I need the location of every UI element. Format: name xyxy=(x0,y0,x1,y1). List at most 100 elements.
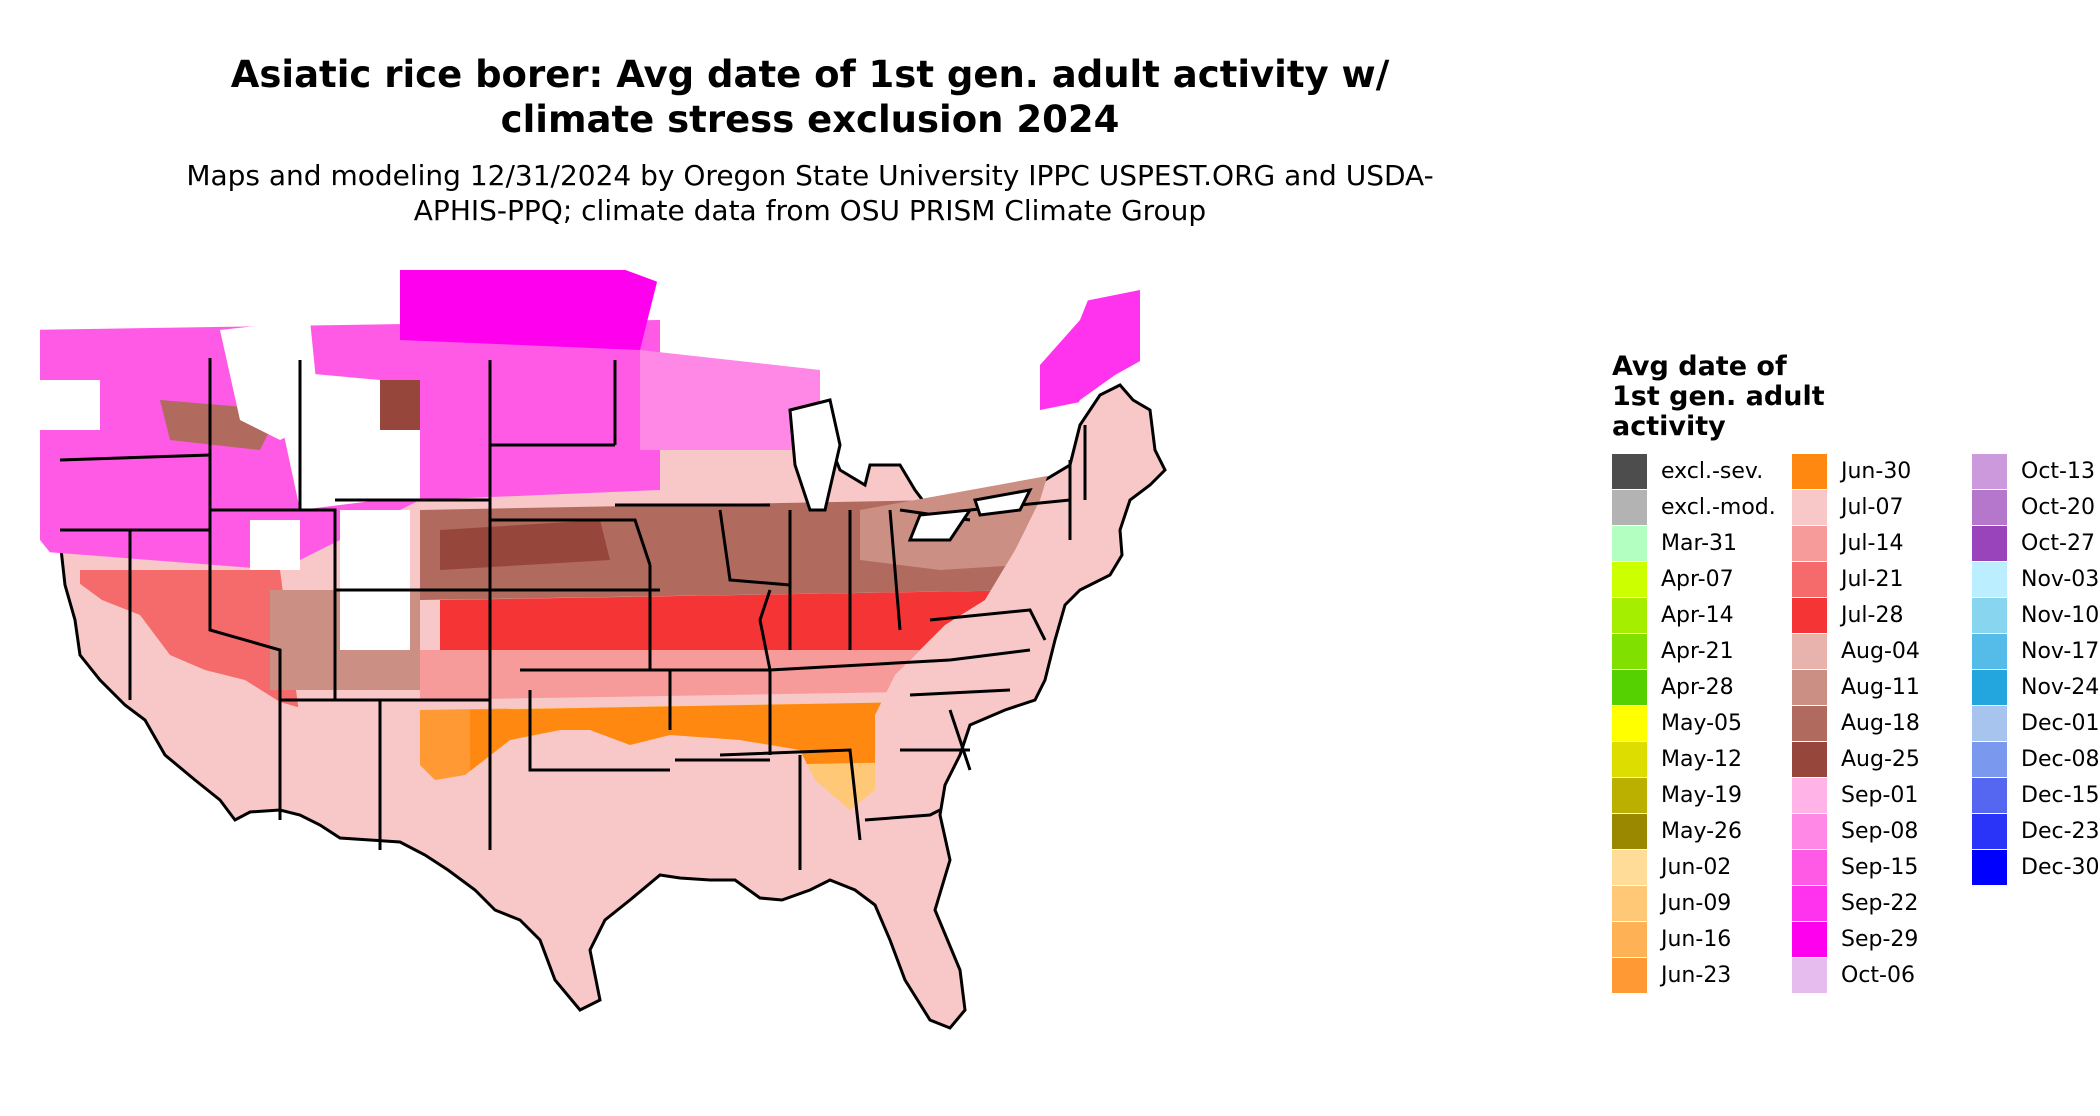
legend-swatch xyxy=(1792,562,1827,597)
legend-swatch xyxy=(1972,742,2007,777)
legend-label: Jul-21 xyxy=(1841,567,1904,592)
legend-item: Jun-02 xyxy=(1612,850,1832,886)
legend-label: Jul-07 xyxy=(1841,495,1904,520)
map-body xyxy=(40,270,1167,1030)
legend-item: Oct-06 xyxy=(1792,958,2012,994)
phenology-zones xyxy=(40,270,1140,810)
legend-swatch xyxy=(1972,562,2007,597)
legend-swatch xyxy=(1612,814,1647,849)
legend-item: May-12 xyxy=(1612,742,1832,778)
legend-swatch xyxy=(1792,886,1827,921)
legend-item: Sep-29 xyxy=(1792,922,2012,958)
legend-item: Aug-11 xyxy=(1792,670,2012,706)
legend-swatch xyxy=(1792,778,1827,813)
legend-swatch xyxy=(1792,922,1827,957)
legend-label: Oct-06 xyxy=(1841,963,1915,988)
legend-swatch xyxy=(1792,742,1827,777)
legend-item: Dec-15 xyxy=(1972,778,2100,814)
legend-swatch xyxy=(1972,454,2007,489)
legend-swatch xyxy=(1972,778,2007,813)
legend-label: May-12 xyxy=(1661,747,1743,772)
legend-label: Dec-30 xyxy=(2021,855,2100,880)
legend-swatch xyxy=(1972,670,2007,705)
legend-label: Jun-30 xyxy=(1841,459,1912,484)
legend-label: Oct-27 xyxy=(2021,531,2095,556)
legend-item: Jun-23 xyxy=(1612,958,1832,994)
legend-item: Apr-07 xyxy=(1612,562,1832,598)
legend-label: Aug-04 xyxy=(1841,639,1920,664)
legend-label: Nov-10 xyxy=(2021,603,2100,628)
legend-swatch xyxy=(1612,922,1647,957)
legend-item: excl.-sev. xyxy=(1612,454,1832,490)
legend-swatch xyxy=(1972,634,2007,669)
legend-item: Dec-30 xyxy=(1972,850,2100,886)
legend-label: Sep-08 xyxy=(1841,819,1919,844)
legend-label: Dec-08 xyxy=(2021,747,2100,772)
legend-label: Dec-01 xyxy=(2021,711,2100,736)
legend-item: Sep-15 xyxy=(1792,850,2012,886)
legend-label: Jun-09 xyxy=(1661,891,1732,916)
legend-item: Jul-28 xyxy=(1792,598,2012,634)
legend-item: Dec-23 xyxy=(1972,814,2100,850)
legend-label: May-19 xyxy=(1661,783,1743,808)
legend-label: Jun-16 xyxy=(1661,927,1732,952)
legend-swatch xyxy=(1792,598,1827,633)
legend-label: Aug-25 xyxy=(1841,747,1920,772)
legend-item: Jul-07 xyxy=(1792,490,2012,526)
legend-item: Mar-31 xyxy=(1612,526,1832,562)
legend-label: Jul-14 xyxy=(1841,531,1904,556)
legend-swatch xyxy=(1612,706,1647,741)
state-borders xyxy=(59,358,1087,870)
legend-item: Nov-17 xyxy=(1972,634,2100,670)
legend-swatch xyxy=(1972,814,2007,849)
legend-item: Dec-01 xyxy=(1972,706,2100,742)
legend-item: Sep-01 xyxy=(1792,778,2012,814)
legend-swatch xyxy=(1612,778,1647,813)
legend-item: Apr-28 xyxy=(1612,670,1832,706)
legend-item: Jul-14 xyxy=(1792,526,2012,562)
map-title: Asiatic rice borer: Avg date of 1st gen.… xyxy=(230,53,1390,141)
legend-item: Jun-30 xyxy=(1792,454,2012,490)
legend-title: Avg date of 1st gen. adult activity xyxy=(1612,351,1825,442)
legend-swatch xyxy=(1792,526,1827,561)
legend-swatch xyxy=(1612,634,1647,669)
legend-label: excl.-mod. xyxy=(1661,495,1776,520)
legend-label: Nov-24 xyxy=(2021,675,2100,700)
legend-label: Sep-15 xyxy=(1841,855,1919,880)
legend-item: Oct-27 xyxy=(1972,526,2100,562)
legend-item: Aug-25 xyxy=(1792,742,2012,778)
legend-swatch xyxy=(1972,706,2007,741)
legend-item: Apr-14 xyxy=(1612,598,1832,634)
legend-swatch xyxy=(1612,886,1647,921)
legend-swatch xyxy=(1792,634,1827,669)
legend-label: excl.-sev. xyxy=(1661,459,1764,484)
legend: Avg date of 1st gen. adult activity excl… xyxy=(1612,351,2100,1012)
legend-item: Nov-24 xyxy=(1972,670,2100,706)
great-lakes xyxy=(788,398,1033,542)
legend-swatch xyxy=(1612,598,1647,633)
legend-item: Nov-03 xyxy=(1972,562,2100,598)
legend-item: May-05 xyxy=(1612,706,1832,742)
legend-item: excl.-mod. xyxy=(1612,490,1832,526)
legend-swatch xyxy=(1612,850,1647,885)
legend-item: Apr-21 xyxy=(1612,634,1832,670)
legend-label: Apr-07 xyxy=(1661,567,1734,592)
legend-item: Jun-09 xyxy=(1612,886,1832,922)
legend-label: Dec-23 xyxy=(2021,819,2100,844)
legend-label: Apr-21 xyxy=(1661,639,1734,664)
legend-swatch xyxy=(1972,490,2007,525)
legend-label: Apr-14 xyxy=(1661,603,1734,628)
legend-label: Sep-22 xyxy=(1841,891,1919,916)
legend-swatch xyxy=(1612,490,1647,525)
legend-swatch xyxy=(1612,958,1647,993)
legend-swatch xyxy=(1612,742,1647,777)
legend-label: Dec-15 xyxy=(2021,783,2100,808)
legend-swatch xyxy=(1612,670,1647,705)
legend-label: Oct-20 xyxy=(2021,495,2095,520)
legend-label: May-05 xyxy=(1661,711,1743,736)
legend-label: Oct-13 xyxy=(2021,459,2095,484)
legend-swatch xyxy=(1972,526,2007,561)
legend-item: Sep-08 xyxy=(1792,814,2012,850)
legend-swatch xyxy=(1612,562,1647,597)
legend-label: Nov-03 xyxy=(2021,567,2100,592)
